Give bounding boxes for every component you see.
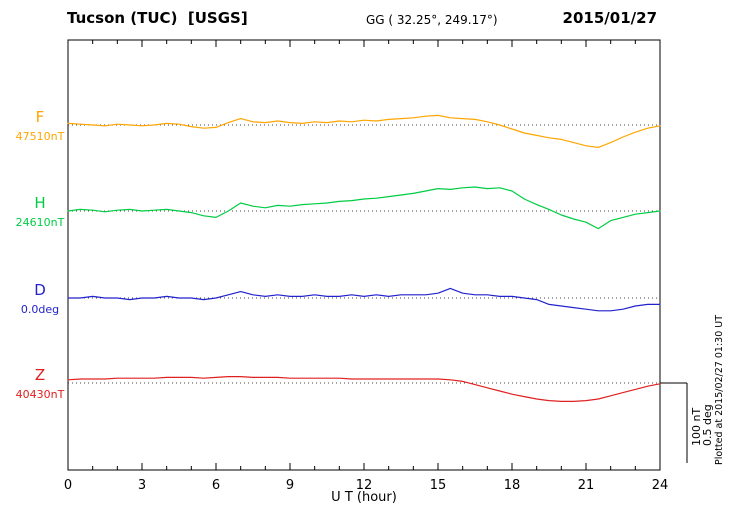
svg-text:6: 6 [212,478,220,493]
series-baseline-H: 24610nT [15,216,65,229]
svg-text:12: 12 [356,478,373,493]
x-axis-label: U T (hour) [331,490,397,505]
series-baseline-D: 0.0deg [20,303,60,316]
plot-date: 2015/01/27 [562,9,657,27]
series-group-d: D 0.0deg [8,281,72,317]
svg-text:15: 15 [430,478,447,493]
station-title: Tucson (TUC) [USGS] [67,9,248,27]
series-baseline-Z: 40430nT [15,388,65,401]
series-group-f: F 47510nT [8,108,72,144]
series-group-h: H 24610nT [8,194,72,230]
plotted-at-text: Plotted at 2015/02/27 01:30 UT [714,314,725,465]
geo-coordinates: GG ( 32.25°, 249.17°) [366,13,498,27]
series-label-D: D [34,281,46,299]
svg-text:0: 0 [64,478,72,493]
series-group-z: Z 40430nT [8,366,72,402]
series-baseline-F: 47510nT [15,130,65,143]
series-label-H: H [34,194,46,212]
scalebar-deg-label: 0.5 deg [701,404,714,446]
series-label-F: F [35,108,45,126]
svg-text:18: 18 [504,478,521,493]
svg-text:9: 9 [286,478,294,493]
svg-text:21: 21 [578,478,595,493]
svg-text:3: 3 [138,478,146,493]
series-label-Z: Z [34,366,46,384]
svg-text:24: 24 [652,478,669,493]
